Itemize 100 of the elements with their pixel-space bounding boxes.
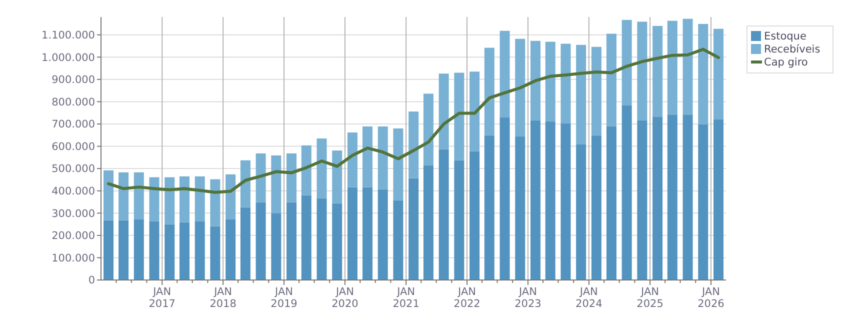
bar	[682, 114, 693, 280]
bar	[637, 22, 648, 120]
bar	[118, 172, 129, 220]
bar	[470, 151, 480, 280]
bar	[104, 170, 114, 220]
y-tick-label: 600.000	[52, 140, 95, 153]
bar	[179, 222, 190, 280]
bar	[210, 179, 220, 226]
bar	[560, 124, 571, 280]
bar	[378, 189, 388, 280]
bar	[347, 132, 358, 188]
bar	[484, 136, 494, 280]
bar	[576, 144, 586, 280]
bar	[423, 165, 434, 280]
bar	[530, 40, 540, 120]
legend-label: Cap giro	[764, 56, 808, 69]
bar	[515, 38, 526, 136]
bar	[347, 187, 358, 280]
bar	[332, 150, 342, 204]
bar	[149, 177, 160, 222]
bar	[637, 120, 648, 280]
bar	[545, 42, 556, 122]
bar	[393, 200, 404, 280]
bar	[698, 124, 708, 280]
bar	[454, 160, 464, 280]
bar	[332, 203, 342, 280]
bar	[470, 72, 480, 152]
bar	[256, 153, 266, 202]
bar	[149, 221, 160, 280]
bar	[713, 120, 724, 280]
y-tick-label: 0	[88, 274, 95, 287]
bar	[622, 20, 632, 106]
bar	[667, 114, 678, 280]
bar	[484, 48, 494, 136]
x-tick-label: JAN 2020	[332, 286, 358, 310]
bar	[667, 20, 678, 115]
bar	[271, 155, 282, 214]
bar	[104, 220, 114, 280]
bar	[530, 120, 540, 280]
y-tick-label: 1.100.000	[42, 30, 95, 42]
bar	[164, 177, 175, 224]
bar	[713, 28, 724, 120]
y-tick-label: 200.000	[52, 230, 95, 242]
bar	[438, 74, 449, 150]
bar	[256, 202, 266, 280]
bar	[194, 176, 205, 222]
bar	[408, 178, 419, 280]
bar	[652, 116, 663, 280]
bar	[454, 72, 464, 160]
bar	[286, 202, 297, 280]
x-tick-label: JAN 2018	[210, 286, 236, 310]
bar	[134, 172, 144, 220]
bar	[438, 149, 449, 280]
y-tick-label: 100.000	[52, 252, 95, 264]
legend-label: Recebíveis	[764, 44, 820, 56]
x-tick-label: JAN 2021	[392, 286, 420, 310]
y-tick-label: 1.000.000	[42, 52, 95, 64]
x-tick-label: JAN 2024	[576, 286, 603, 310]
bar	[362, 187, 372, 280]
bar	[210, 226, 220, 280]
bar	[698, 24, 708, 124]
x-tick-label: JAN 2022	[454, 286, 480, 310]
bar	[591, 46, 602, 136]
bar	[378, 126, 388, 190]
bar	[408, 112, 419, 178]
y-tick-label: 700.000	[52, 118, 95, 131]
bar	[179, 176, 190, 222]
x-tick-label: JAN 2026	[698, 286, 725, 310]
bar	[545, 122, 556, 280]
bar	[118, 220, 129, 280]
bar	[301, 195, 312, 280]
x-tick-label: JAN 2023	[514, 286, 542, 310]
bar	[652, 26, 663, 117]
line-series	[107, 48, 720, 194]
x-tick-label: JAN 2025	[636, 286, 664, 310]
bar	[316, 198, 327, 280]
legend-label: Estoque	[764, 30, 806, 43]
y-tick-label: 300.000	[52, 208, 95, 220]
bar	[164, 224, 175, 280]
bar	[591, 136, 602, 280]
y-tick-label: 900.000	[52, 74, 95, 86]
bar	[500, 30, 510, 118]
bar	[515, 136, 526, 280]
bar	[393, 128, 404, 200]
y-tick-label: 800.000	[52, 96, 95, 108]
y-tick-label: 500.000	[52, 163, 95, 176]
bar	[134, 219, 144, 280]
bar	[194, 221, 205, 280]
y-tick-label: 400.000	[52, 186, 95, 198]
bar	[423, 94, 434, 166]
bar	[301, 145, 312, 196]
bar	[226, 174, 236, 220]
bar	[316, 138, 327, 198]
bar	[362, 126, 372, 188]
x-tick-label: JAN 2019	[270, 286, 298, 310]
bar	[560, 44, 571, 124]
bar	[576, 44, 586, 144]
bar	[606, 34, 616, 126]
bar	[606, 126, 616, 280]
bar	[271, 213, 282, 280]
